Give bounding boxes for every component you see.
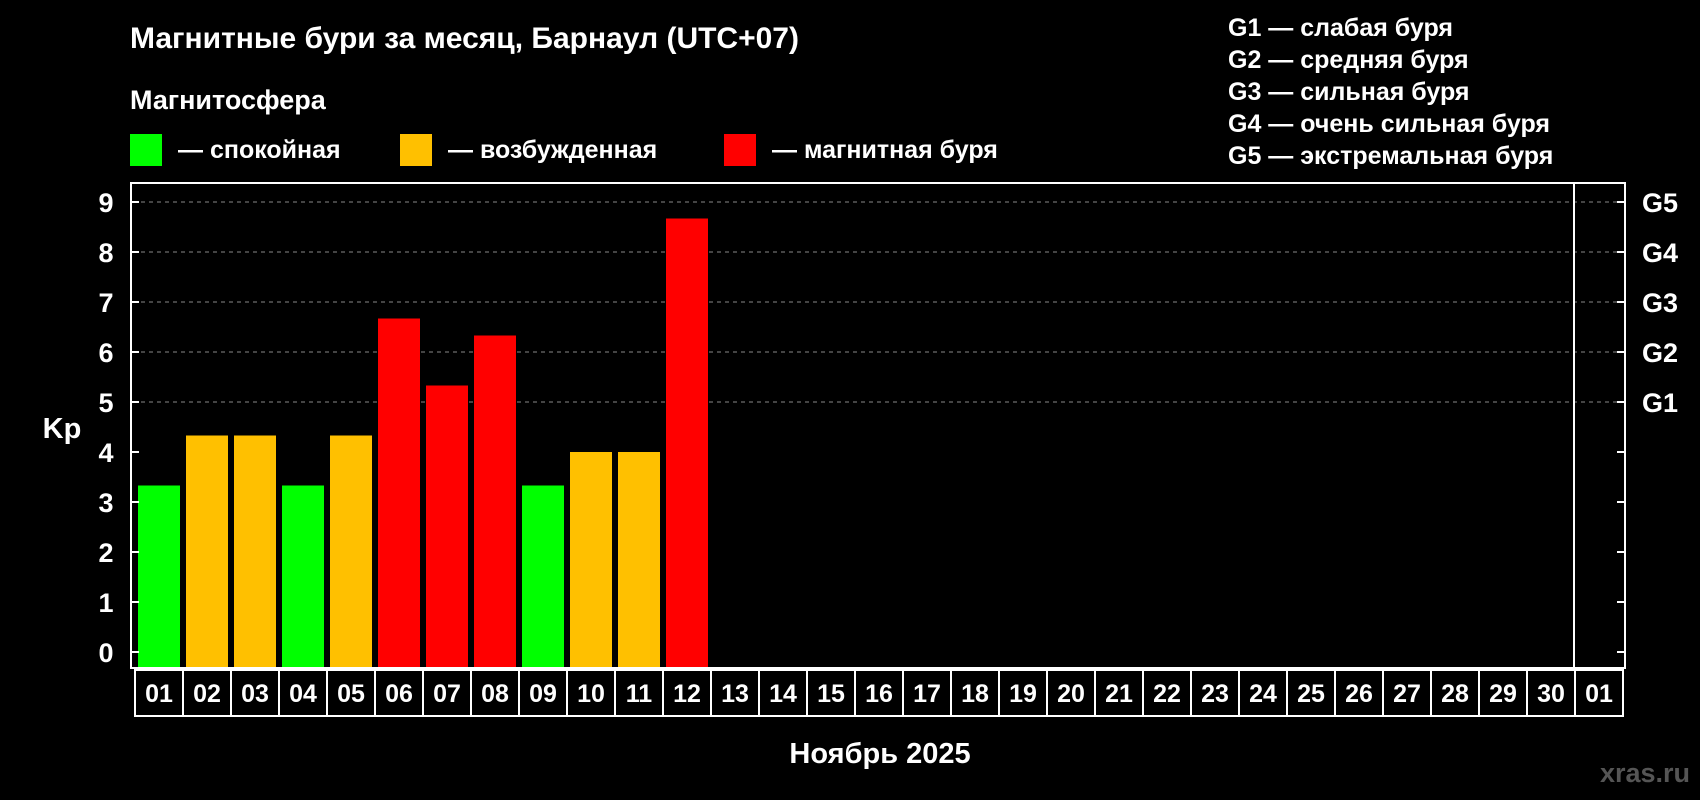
bar	[474, 335, 516, 668]
bar	[666, 218, 708, 668]
legend-label-storm: — магнитная буря	[772, 135, 998, 164]
y-axis-label: Kp	[43, 413, 82, 445]
x-tick-label: 27	[1393, 680, 1421, 708]
x-tick-label: 02	[193, 680, 221, 708]
y-tick-label: 3	[98, 488, 113, 518]
x-category-cell	[278, 669, 328, 717]
x-category-cell	[758, 669, 808, 717]
x-tick-label: 25	[1297, 680, 1325, 708]
x-tick-label: 29	[1489, 680, 1517, 708]
x-category-cell	[854, 669, 904, 717]
g-level-label: G2	[1642, 338, 1678, 368]
y-tick-label: 7	[98, 288, 113, 318]
plot-frame	[130, 182, 1626, 669]
x-category-cell	[182, 669, 232, 717]
y-tick-label: 9	[98, 188, 113, 218]
bar	[282, 485, 324, 668]
g-level-label: G1	[1642, 388, 1678, 418]
g-scale-item-g2: G2 — средняя буря	[1228, 46, 1469, 74]
legend-swatch-storm	[724, 134, 756, 166]
x-tick-label: 14	[769, 680, 797, 708]
bar	[186, 435, 228, 668]
x-category-cell	[1382, 669, 1432, 717]
legend-swatch-quiet	[130, 134, 162, 166]
x-tick-label: 30	[1537, 680, 1565, 708]
x-tick-label: 16	[865, 680, 893, 708]
chart-title: Магнитные бури за месяц, Барнаул (UTC+07…	[130, 22, 799, 55]
legend-label-quiet: — спокойная	[178, 135, 341, 164]
x-tick-label: 22	[1153, 680, 1181, 708]
x-category-cell	[1574, 669, 1624, 717]
x-tick-label: 26	[1345, 680, 1373, 708]
x-tick-label: 17	[913, 680, 941, 708]
y-tick-label: 6	[98, 338, 113, 368]
g-level-label: G5	[1642, 188, 1678, 218]
x-tick-label: 24	[1249, 680, 1277, 708]
x-tick-label: 05	[337, 680, 365, 708]
x-category-cell	[1334, 669, 1384, 717]
legend-item-excited: — возбужденная	[400, 134, 657, 166]
y-tick-label: 4	[98, 438, 113, 468]
x-tick-label: 21	[1105, 680, 1133, 708]
bar	[234, 435, 276, 668]
g-level-label: G3	[1642, 288, 1678, 318]
g-scale-item-g1: G1 — слабая буря	[1228, 14, 1454, 42]
y-tick-label: 2	[98, 538, 113, 568]
x-category-cell	[614, 669, 664, 717]
bar	[378, 318, 420, 668]
legend-item-quiet: — спокойная	[130, 134, 341, 166]
x-category-cell	[230, 669, 280, 717]
x-tick-label: 20	[1057, 680, 1085, 708]
bar	[330, 435, 372, 668]
x-tick-label: 23	[1201, 680, 1229, 708]
legend-label-excited: — возбужденная	[448, 135, 658, 164]
x-category-cell	[1046, 669, 1096, 717]
x-category-cell	[1238, 669, 1288, 717]
x-tick-label: 13	[721, 680, 749, 708]
x-tick-label: 01	[145, 680, 173, 708]
x-tick-label: 18	[961, 680, 989, 708]
x-category-cell	[422, 669, 472, 717]
g-scale-item-g5: G5 — экстремальная буря	[1228, 142, 1554, 170]
x-tick-label: 08	[481, 680, 509, 708]
y-tick-label: 8	[98, 238, 113, 268]
x-tick-label: 04	[289, 680, 317, 708]
x-axis-label: Ноябрь 2025	[789, 738, 971, 770]
bar	[138, 485, 180, 668]
x-tick-label: 15	[817, 680, 845, 708]
x-tick-label: 28	[1441, 680, 1469, 708]
legend-swatch-excited	[400, 134, 432, 166]
x-tick-label: 06	[385, 680, 413, 708]
bar	[522, 485, 564, 668]
y-tick-label: 5	[98, 388, 113, 418]
y-tick-label: 0	[98, 638, 113, 668]
bar	[570, 452, 612, 668]
legend-header: Магнитосфера	[130, 85, 326, 115]
x-category-cell	[374, 669, 424, 717]
bar	[426, 385, 468, 668]
x-category-cell	[326, 669, 376, 717]
x-tick-label: 12	[673, 680, 701, 708]
x-tick-label: 19	[1009, 680, 1037, 708]
x-tick-label: 11	[626, 680, 653, 708]
y-tick-label: 1	[98, 588, 113, 618]
x-category-cell	[134, 669, 184, 717]
g-scale-item-g4: G4 — очень сильная буря	[1228, 110, 1550, 138]
g-scale-item-g3: G3 — сильная буря	[1228, 78, 1470, 106]
x-tick-label: 09	[529, 680, 557, 708]
x-category-cell	[710, 669, 760, 717]
x-category-cell	[1430, 669, 1480, 717]
x-tick-label: 10	[577, 680, 605, 708]
g-level-label: G4	[1642, 238, 1678, 268]
legend-item-storm: — магнитная буря	[724, 134, 998, 166]
watermark: xras.ru	[1599, 758, 1690, 788]
bar	[618, 452, 660, 668]
x-tick-label: 01	[1585, 680, 1613, 708]
x-category-cell	[1478, 669, 1528, 717]
x-category-cell	[662, 669, 712, 717]
x-tick-label: 03	[241, 680, 269, 708]
x-category-cell	[806, 669, 856, 717]
x-tick-label: 07	[433, 680, 461, 708]
